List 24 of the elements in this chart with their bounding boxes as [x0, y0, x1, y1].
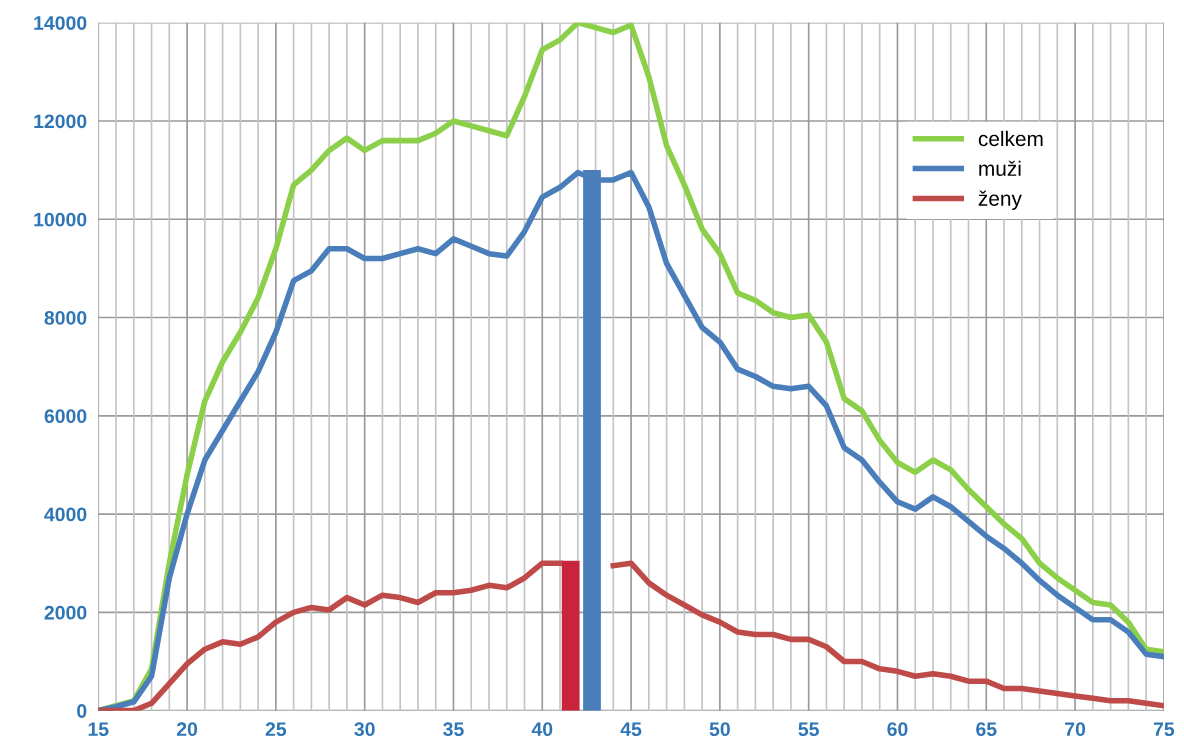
x-tick-label: 30 — [354, 722, 375, 737]
y-tick-label: 14000 — [34, 16, 87, 30]
x-tick-label: 65 — [976, 722, 997, 737]
x-tick-label: 40 — [531, 722, 553, 737]
legend-label: celkem — [978, 130, 1043, 147]
y-tick-label: 8000 — [44, 310, 87, 325]
y-tick-label: 6000 — [44, 409, 87, 424]
x-tick-label: 45 — [620, 722, 642, 737]
x-tick-label: 55 — [798, 722, 819, 737]
x-tick-label: 60 — [887, 722, 908, 737]
x-tick-label: 35 — [443, 722, 464, 737]
x-tick-label: 25 — [265, 722, 287, 737]
x-tick-label: 70 — [1065, 722, 1086, 737]
y-tick-label: 10000 — [34, 212, 87, 227]
x-tick-label: 50 — [709, 722, 730, 737]
x-tick-label: 20 — [176, 722, 198, 737]
y-tick-label: 12000 — [34, 114, 87, 129]
y-tick-label: 2000 — [44, 605, 87, 620]
y-tick-label: 4000 — [44, 507, 87, 522]
x-tick-label: 15 — [88, 722, 109, 737]
legend-label: muži — [979, 160, 1021, 176]
x-tick-label: 75 — [1153, 722, 1175, 737]
y-tick-label: 0 — [77, 704, 87, 718]
legend-label: ženy — [978, 190, 1022, 211]
